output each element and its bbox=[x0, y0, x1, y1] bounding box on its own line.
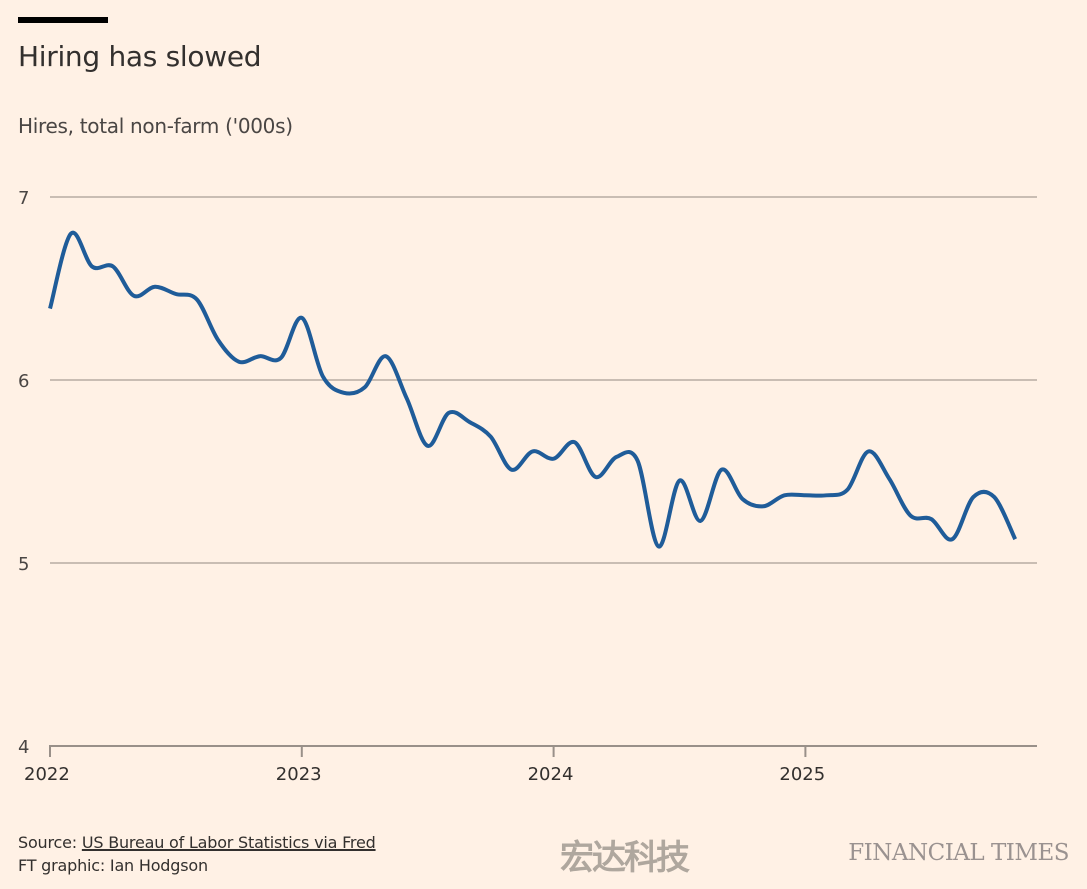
chart-title: Hiring has slowed bbox=[18, 40, 262, 73]
y-axis: 4 5 6 7 bbox=[18, 188, 29, 758]
data-point-2025-06 bbox=[908, 513, 912, 517]
data-point-2022-10 bbox=[237, 360, 241, 364]
data-point-2025-09 bbox=[971, 495, 975, 499]
data-point-2023-03 bbox=[342, 391, 346, 395]
chart-subtitle: Hires, total non-farm ('000s) bbox=[18, 114, 293, 138]
data-point-2023-05 bbox=[384, 354, 388, 358]
x-tick-label: 2025 bbox=[779, 764, 825, 785]
data-point-2025-04 bbox=[866, 449, 870, 453]
data-point-2022-03 bbox=[90, 265, 94, 269]
y-tick-label: 5 bbox=[18, 554, 29, 575]
watermark: 宏达科技 bbox=[560, 838, 690, 878]
data-point-2024-07 bbox=[678, 479, 682, 483]
ft-accent-bar bbox=[18, 17, 108, 23]
data-point-2024-06 bbox=[657, 545, 661, 549]
data-point-2025-11 bbox=[1013, 537, 1017, 541]
source-note: Source: US Bureau of Labor Statistics vi… bbox=[18, 833, 376, 852]
data-point-2023-04 bbox=[363, 385, 367, 389]
data-point-2023-11 bbox=[510, 468, 514, 472]
data-point-2024-09 bbox=[719, 468, 723, 472]
data-point-2024-02 bbox=[573, 440, 577, 444]
data-point-2025-05 bbox=[887, 477, 891, 481]
data-point-2024-04 bbox=[615, 455, 619, 459]
data-point-2023-09 bbox=[468, 420, 472, 424]
data-point-2024-01 bbox=[552, 457, 556, 461]
source-link[interactable]: US Bureau of Labor Statistics via Fred bbox=[81, 833, 376, 852]
x-tick-label: 2022 bbox=[24, 764, 70, 785]
data-point-2022-11 bbox=[258, 354, 262, 358]
data-point-2022-05 bbox=[132, 294, 136, 298]
data-point-2023-06 bbox=[405, 396, 409, 400]
source-prefix: Source: bbox=[18, 833, 82, 852]
data-point-2023-07 bbox=[426, 444, 430, 448]
data-point-2022-01 bbox=[48, 307, 52, 311]
data-point-2024-11 bbox=[761, 504, 765, 508]
data-point-2025-03 bbox=[845, 488, 849, 492]
data-point-2024-12 bbox=[782, 493, 786, 497]
data-point-2025-10 bbox=[992, 495, 996, 499]
gridlines bbox=[50, 196, 1037, 564]
data-point-2024-10 bbox=[740, 497, 744, 501]
x-tick-label: 2023 bbox=[276, 764, 322, 785]
y-tick-label: 7 bbox=[18, 188, 29, 209]
data-point-2022-07 bbox=[174, 292, 178, 296]
data-point-2025-08 bbox=[950, 537, 954, 541]
data-point-2022-02 bbox=[69, 232, 73, 236]
series-group bbox=[48, 230, 1018, 549]
data-point-2023-10 bbox=[489, 435, 493, 439]
financial-times-logo: FINANCIAL TIMES bbox=[848, 840, 1069, 866]
data-point-2023-01 bbox=[300, 316, 304, 320]
data-point-2024-08 bbox=[698, 519, 702, 523]
series-line-0 bbox=[48, 230, 1018, 549]
data-point-2025-07 bbox=[929, 517, 933, 521]
data-point-2023-02 bbox=[321, 374, 325, 378]
data-point-2022-06 bbox=[153, 285, 157, 289]
x-axis: 2022 2023 2024 2025 bbox=[24, 745, 1037, 785]
data-point-2025-01 bbox=[803, 493, 807, 497]
data-point-2022-08 bbox=[195, 297, 199, 301]
data-point-2022-09 bbox=[216, 338, 220, 342]
x-tick-label: 2024 bbox=[528, 764, 574, 785]
data-point-2022-04 bbox=[111, 265, 115, 269]
data-point-2024-05 bbox=[636, 459, 640, 463]
y-tick-label: 4 bbox=[18, 737, 29, 758]
y-tick-label: 6 bbox=[18, 371, 29, 392]
data-point-2023-08 bbox=[447, 411, 451, 415]
graphic-credit: FT graphic: Ian Hodgson bbox=[18, 856, 208, 875]
data-point-2023-12 bbox=[531, 449, 535, 453]
data-point-2025-02 bbox=[824, 493, 828, 497]
data-point-2024-03 bbox=[594, 475, 598, 479]
data-point-2022-12 bbox=[279, 356, 283, 360]
